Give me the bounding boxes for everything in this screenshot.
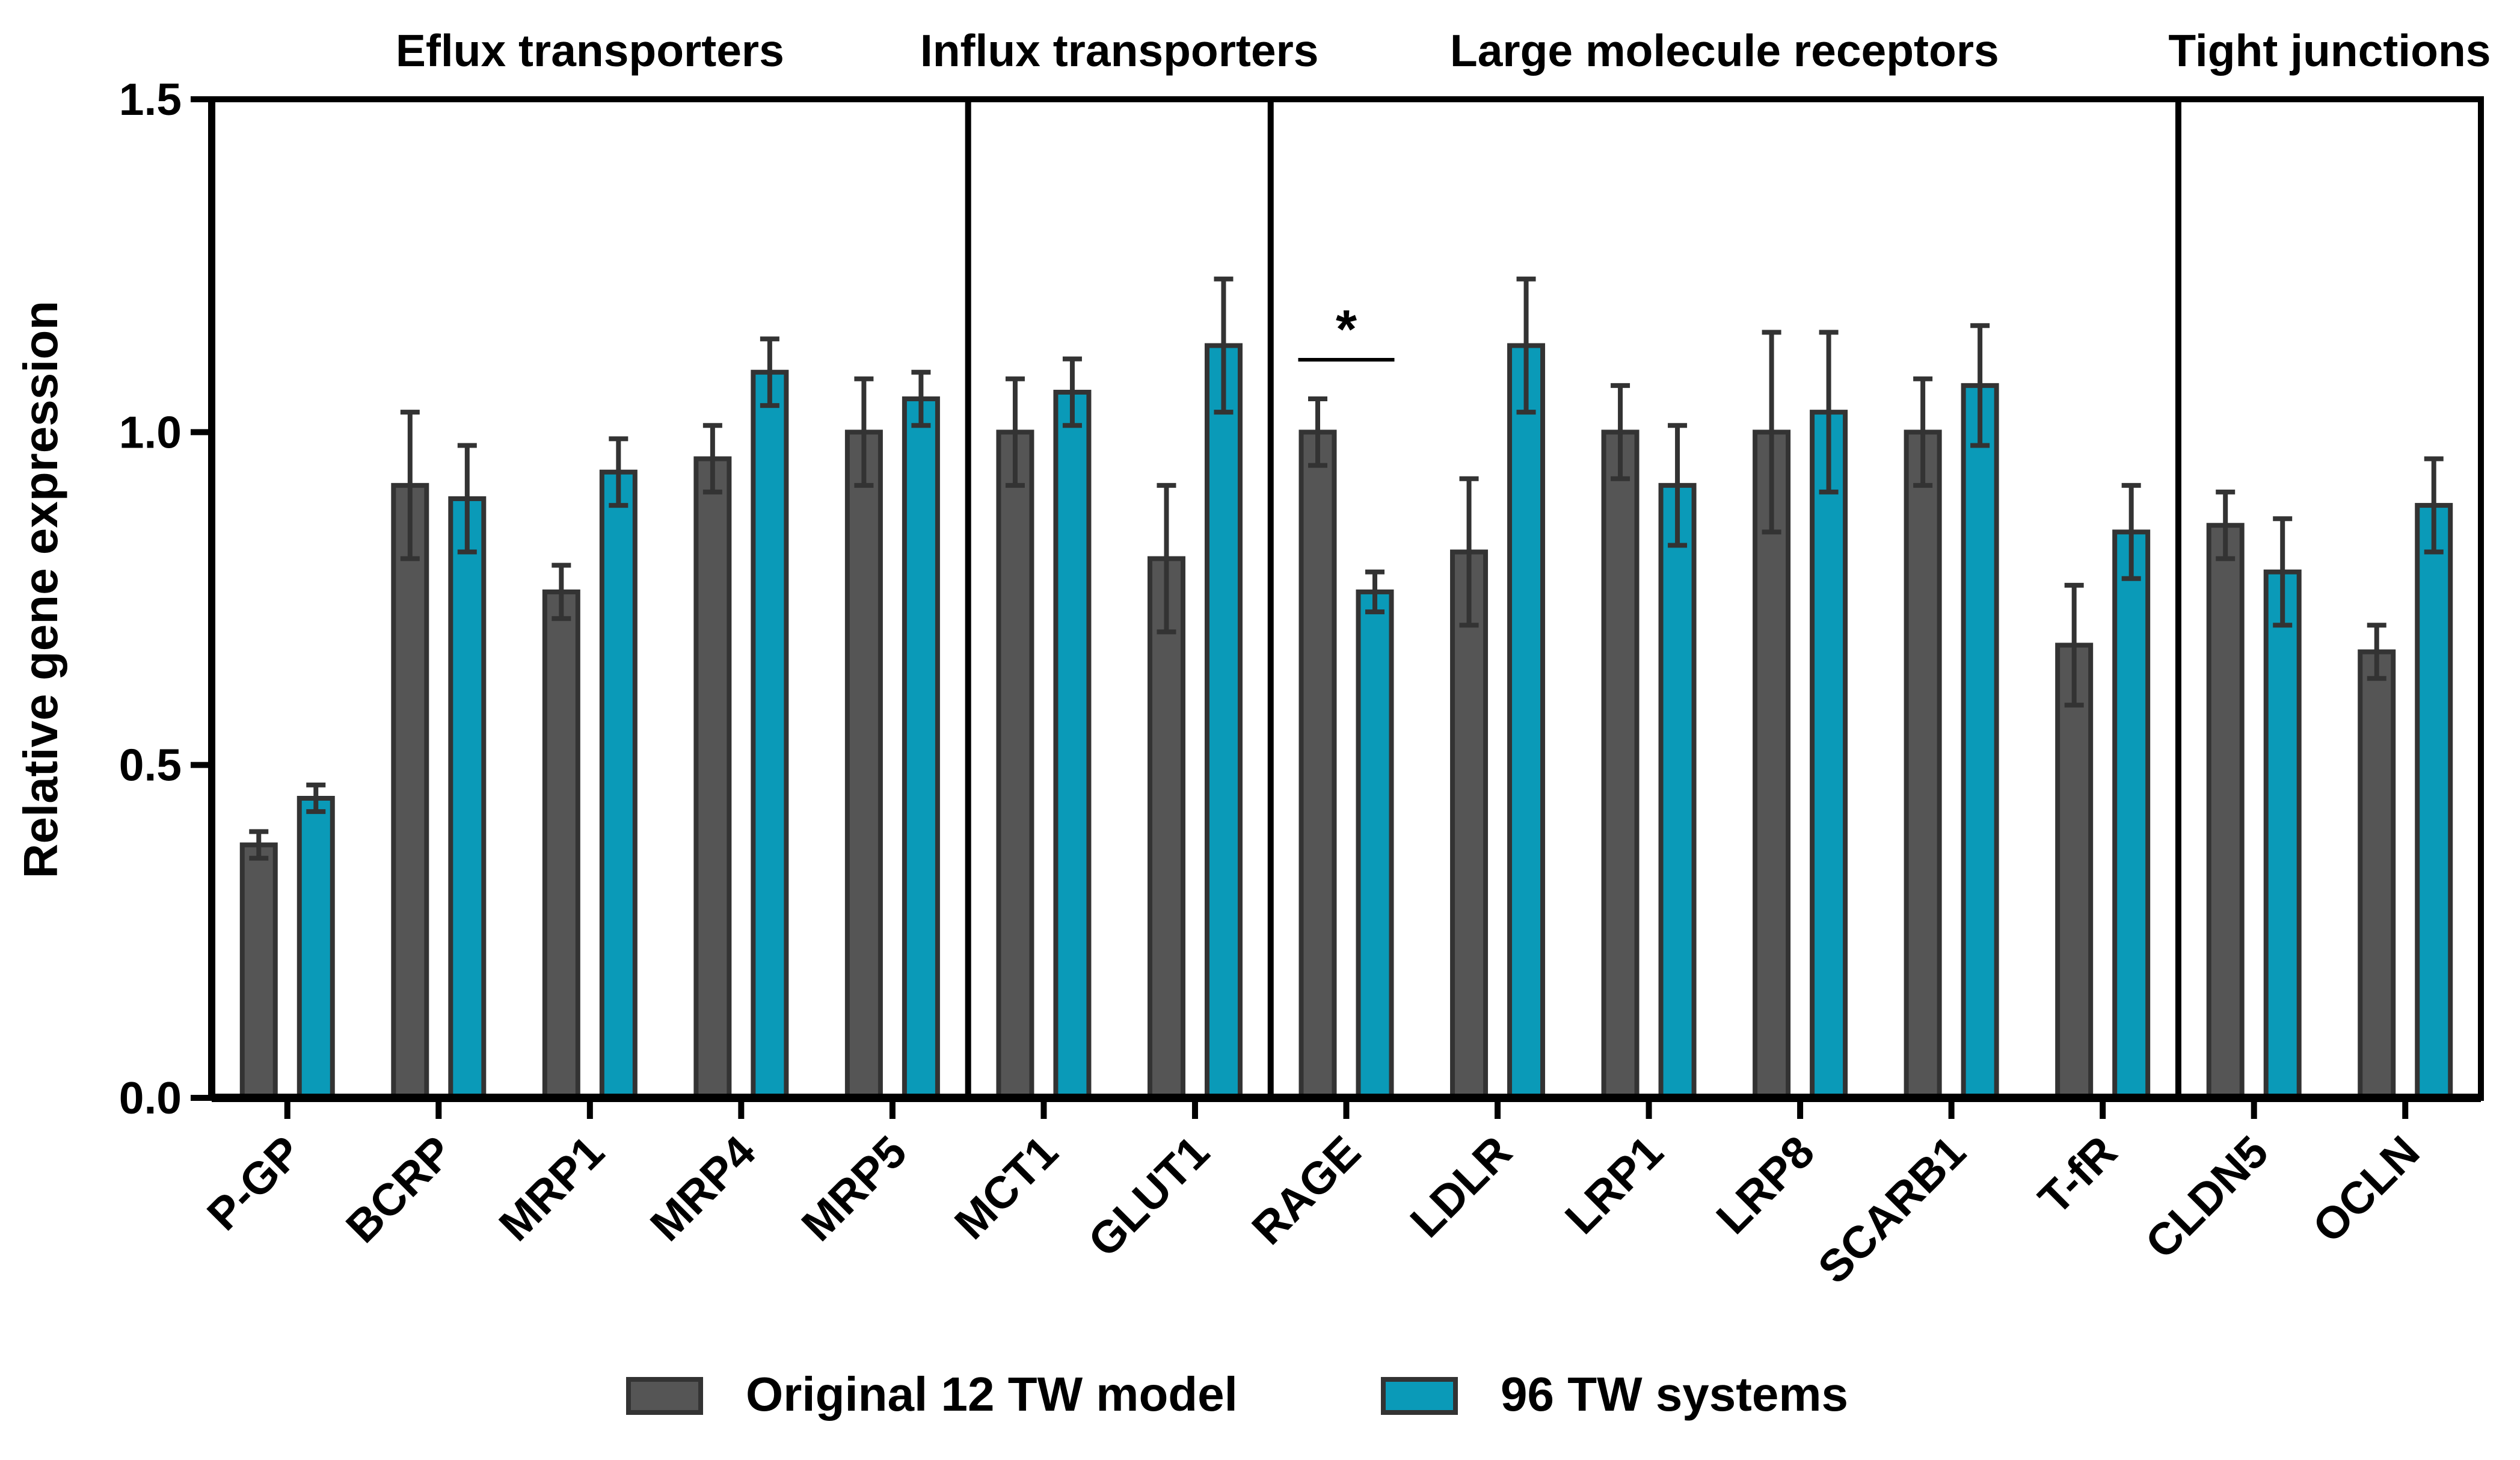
error-bar-p-gp-series-1 — [249, 829, 269, 861]
legend-label: Original 12 TW model — [746, 1367, 1238, 1421]
bar-rage-series-2 — [1356, 589, 1394, 1100]
x-tick-label-mct1: MCT1 — [945, 1126, 1068, 1249]
bar-mrp5-series-2 — [902, 396, 940, 1100]
y-tick-label: 0.0 — [119, 1073, 182, 1123]
legend-label: 96 TW systems — [1501, 1367, 1848, 1421]
bar-mct1-series-2 — [1053, 389, 1092, 1100]
bar-lrp1-series-2 — [1658, 482, 1697, 1100]
bar-rage-series-1 — [1298, 430, 1337, 1100]
significance-marker: * — [1336, 300, 1357, 360]
bar-lrp1-series-1 — [1601, 430, 1640, 1100]
x-tick-label-lrp1: LRP1 — [1555, 1126, 1673, 1243]
bar-p-gp-series-2 — [297, 796, 335, 1100]
bar-mrp1-series-1 — [542, 589, 580, 1100]
bar-ldlr-series-1 — [1450, 549, 1489, 1100]
bar-cldn5-series-2 — [2263, 569, 2302, 1100]
bar-mrp5-series-1 — [844, 430, 883, 1100]
error-bar-mrp4-series-2 — [760, 336, 779, 408]
legend: Original 12 TW model 96 TW systems — [626, 1367, 1848, 1421]
x-tick-label-rage: RAGE — [1242, 1126, 1370, 1254]
error-bar-lrp8-series-1 — [1762, 330, 1781, 535]
x-tick-label-scarb1: SCARB1 — [1808, 1126, 1975, 1293]
bar-ldlr-series-2 — [1507, 343, 1546, 1100]
x-tick-label-ldlr: LDLR — [1401, 1126, 1522, 1247]
error-bar-cldn5-series-1 — [2216, 489, 2236, 561]
bar-scarb1-series-2 — [1961, 383, 1999, 1100]
error-bar-scarb1-series-2 — [1970, 323, 1990, 448]
error-bar-bcrp-series-1 — [400, 410, 420, 561]
group-label: Large molecule receptors — [1450, 25, 1999, 76]
x-tick-label-cldn5: CLDN5 — [2136, 1126, 2278, 1268]
error-bar-ldlr-series-2 — [1516, 276, 1536, 415]
legend-swatch — [1381, 1377, 1458, 1415]
y-tick-label: 1.5 — [119, 74, 182, 125]
x-tick-label-glut1: GLUT1 — [1078, 1126, 1219, 1266]
bar-ocln-series-2 — [2415, 503, 2453, 1100]
group-label: Eflux transporters — [396, 25, 784, 76]
bar-scarb1-series-1 — [1904, 430, 1942, 1100]
x-tick-label-mrp1: MRP1 — [489, 1126, 613, 1251]
error-bar-mrp1-series-1 — [552, 562, 571, 621]
group-labels: Eflux transporters Influx transporters Lar… — [396, 25, 2491, 76]
bar-ocln-series-1 — [2358, 649, 2396, 1100]
error-bar-mrp5-series-2 — [911, 369, 931, 428]
bar-t-fr-series-2 — [2112, 529, 2151, 1100]
bar-bcrp-series-2 — [448, 496, 487, 1100]
legend-item-series-1: Original 12 TW model — [626, 1367, 1238, 1421]
x-tick-label-p-gp: P-GP — [197, 1126, 311, 1240]
error-bar-ldlr-series-1 — [1459, 476, 1479, 628]
error-bar-ocln-series-1 — [2367, 623, 2386, 681]
x-tick-label-ocln: OCLN — [2303, 1126, 2429, 1252]
bar-cldn5-series-1 — [2206, 523, 2245, 1100]
bar-mrp4-series-2 — [751, 369, 789, 1101]
error-bar-cldn5-series-2 — [2273, 516, 2293, 628]
bar-mrp4-series-1 — [693, 456, 732, 1100]
bar-mct1-series-1 — [996, 430, 1034, 1100]
error-bar-rage-series-2 — [1365, 569, 1384, 615]
error-bar-lrp8-series-2 — [1819, 330, 1839, 494]
bar-mrp1-series-2 — [599, 469, 638, 1101]
error-bar-mct1-series-1 — [1005, 376, 1025, 488]
bar-p-gp-series-1 — [239, 842, 278, 1100]
y-tick-label: 0.5 — [119, 740, 182, 790]
x-tick-label-bcrp: BCRP — [336, 1126, 463, 1252]
bar-glut1-series-2 — [1204, 343, 1243, 1100]
error-bar-lrp1-series-2 — [1668, 423, 1688, 548]
error-bar-mrp1-series-2 — [609, 436, 628, 508]
x-tick-label-mrp5: MRP5 — [791, 1126, 916, 1251]
error-bar-mrp4-series-1 — [702, 423, 722, 494]
x-tick-label-mrp4: MRP4 — [641, 1126, 765, 1251]
bar-bcrp-series-1 — [391, 482, 429, 1100]
x-tick-label-lrp8: LRP8 — [1706, 1126, 1824, 1243]
legend-item-series-2: 96 TW systems — [1381, 1367, 1848, 1421]
x-tick-label-t-fr: T-fR — [2029, 1126, 2126, 1224]
error-bar-lrp1-series-1 — [1611, 383, 1630, 481]
legend-swatch — [626, 1377, 703, 1415]
group-label: Tight junctions — [2168, 25, 2491, 76]
bar-lrp8-series-2 — [1810, 410, 1848, 1101]
error-bar-mct1-series-2 — [1062, 356, 1082, 428]
error-bar-scarb1-series-1 — [1913, 376, 1933, 488]
error-bar-ocln-series-2 — [2424, 456, 2444, 555]
error-bar-t-fr-series-2 — [2121, 482, 2141, 581]
bars — [239, 276, 2453, 1101]
error-bar-mrp5-series-1 — [854, 376, 874, 488]
y-axis-title: Relative gene expression — [14, 301, 67, 878]
error-bar-rage-series-1 — [1308, 396, 1327, 468]
group-label: Influx transporters — [920, 25, 1319, 76]
error-bar-glut1-series-1 — [1157, 482, 1176, 635]
bar-lrp8-series-1 — [1753, 430, 1791, 1100]
error-bar-p-gp-series-2 — [306, 782, 326, 815]
error-bar-glut1-series-2 — [1214, 276, 1234, 415]
bar-glut1-series-1 — [1147, 556, 1185, 1100]
y-tick-label: 1.0 — [119, 407, 182, 457]
bar-t-fr-series-1 — [2055, 642, 2094, 1100]
error-bar-bcrp-series-2 — [457, 443, 477, 555]
error-bar-t-fr-series-1 — [2064, 582, 2084, 708]
